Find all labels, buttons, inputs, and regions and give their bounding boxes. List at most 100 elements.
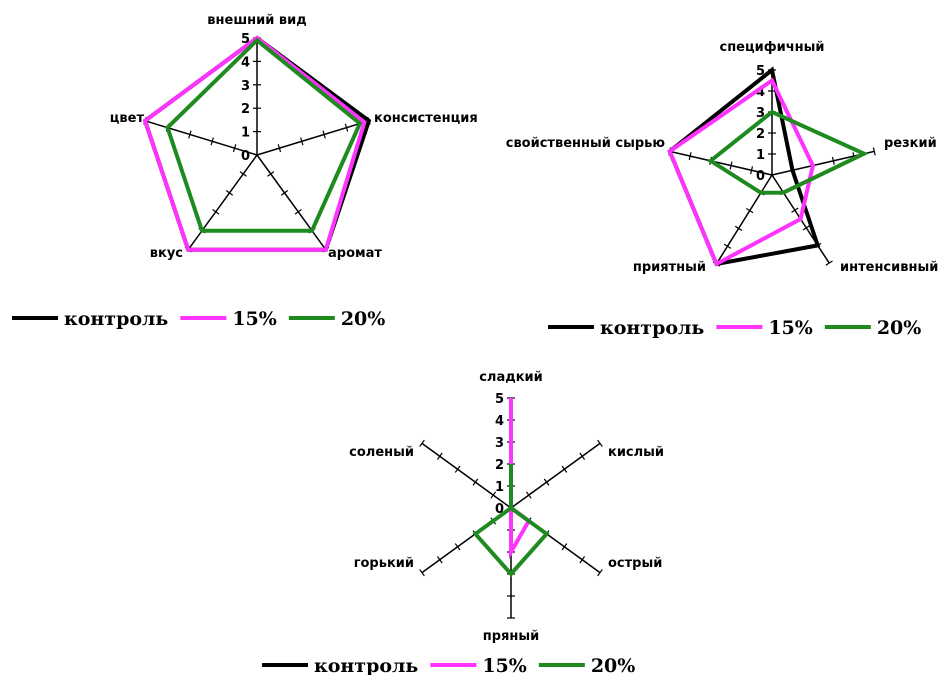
axis-label: аромат xyxy=(328,246,382,261)
axis-tick xyxy=(344,123,349,132)
axis-tick xyxy=(277,144,282,153)
axis-tick xyxy=(802,225,810,231)
legend-label: контроль xyxy=(64,308,168,330)
legend-label: 15% xyxy=(232,308,277,330)
scale-tick-label: 3 xyxy=(495,436,504,451)
axis-tick xyxy=(239,171,247,177)
axis-label: приятный xyxy=(633,260,706,275)
axis-tick xyxy=(436,556,443,564)
axis-tick xyxy=(525,491,532,499)
scale-tick-label: 5 xyxy=(756,64,765,79)
axis-label: резкий xyxy=(884,136,937,151)
axis-tick xyxy=(454,543,461,551)
axis-tick xyxy=(322,130,326,139)
axis-tick xyxy=(419,439,425,447)
axis-tick xyxy=(831,156,835,165)
axis-tick xyxy=(419,569,425,577)
scale-tick-label: 5 xyxy=(495,392,504,407)
axis-tick xyxy=(723,243,732,249)
axis-line xyxy=(256,154,327,251)
series-line-2 xyxy=(142,35,367,252)
axis-line xyxy=(256,120,370,156)
axis-tick xyxy=(872,147,876,156)
scale-tick-label: 1 xyxy=(495,480,504,495)
axis-line xyxy=(715,174,773,265)
radar-chart-2: 0 1 2 3 4 5 специфичный резкий интенсивный приятн… xyxy=(506,40,939,339)
axis-label: внешний вид xyxy=(207,13,306,28)
axis-label: свойственный сырью xyxy=(506,136,666,151)
series-line-2 xyxy=(667,77,816,267)
scale-tick-label: 0 xyxy=(756,169,765,184)
axis-label: интенсивный xyxy=(840,260,938,275)
legend-label: контроль xyxy=(600,317,704,339)
legend-label: 15% xyxy=(768,317,813,339)
axis-label: консистенция xyxy=(374,111,478,126)
axis-label: вкус xyxy=(150,246,183,261)
scale-tick-label: 1 xyxy=(756,148,765,163)
axis-line xyxy=(669,150,773,176)
axis-tick xyxy=(597,439,603,447)
axis-tick xyxy=(212,208,220,215)
legend-label: 15% xyxy=(482,655,527,675)
radar-chart-3: 0 1 2 3 4 5 сладкий кислый острый пряный горький со… xyxy=(262,370,664,675)
scale-tick-label: 1 xyxy=(241,126,250,141)
axis-label: горький xyxy=(354,556,414,571)
legend: контроль 15% 20% xyxy=(12,308,385,330)
scale-tick-label: 4 xyxy=(241,55,250,70)
axis-line xyxy=(144,120,258,156)
legend-label: 20% xyxy=(877,317,922,339)
scale-tick-label: 0 xyxy=(495,502,504,517)
scale-tick-label: 0 xyxy=(241,149,250,164)
axis-tick xyxy=(561,465,568,473)
axis-tick xyxy=(543,478,550,486)
axis-line xyxy=(510,442,601,509)
axis-tick xyxy=(597,569,603,577)
axis-tick xyxy=(579,556,586,564)
axis-tick xyxy=(472,478,479,486)
axis-tick xyxy=(750,166,754,175)
radar-chart-1: 0 1 2 3 4 5 внешний вид консистенция аромат вкус ц… xyxy=(12,13,478,330)
series-line-3 xyxy=(472,464,550,578)
scale-tick-label: 2 xyxy=(241,102,250,117)
axis-label: пряный xyxy=(483,629,539,644)
axis-tick xyxy=(734,225,743,232)
axis-tick xyxy=(454,465,461,473)
axis-tick xyxy=(232,144,237,153)
legend: контроль 15% 20% xyxy=(548,317,921,339)
scale-tick-label: 4 xyxy=(756,85,765,100)
axis-label: соленый xyxy=(349,445,414,460)
axis-line xyxy=(187,154,258,251)
legend-label: 20% xyxy=(591,655,636,675)
axis-label: острый xyxy=(608,556,662,571)
axis-tick xyxy=(280,190,289,196)
scale-tick-label: 4 xyxy=(495,414,504,429)
scale-tick-label: 5 xyxy=(241,32,250,47)
axis-tick xyxy=(490,491,497,499)
axis-tick xyxy=(746,207,754,214)
scale-tick-label: 3 xyxy=(756,106,765,121)
axis-tick xyxy=(688,152,692,161)
axis-tick xyxy=(729,161,733,170)
axis-tick xyxy=(225,190,234,196)
series-line-3 xyxy=(707,109,869,195)
series-line-2 xyxy=(509,398,532,560)
axis-tick xyxy=(300,137,304,146)
axis-tick xyxy=(561,543,568,551)
axis-label: сладкий xyxy=(479,370,543,385)
axis-tick xyxy=(791,207,799,213)
scale-tick-label: 2 xyxy=(756,127,765,142)
axis-tick xyxy=(579,452,586,460)
axis-label: цвет xyxy=(110,111,145,126)
axis-tick xyxy=(188,130,192,139)
axis-tick xyxy=(267,171,275,177)
axis-label: кислый xyxy=(608,445,664,460)
axis-tick xyxy=(825,260,833,266)
axis-tick xyxy=(210,137,214,146)
scale-tick-label: 3 xyxy=(241,79,250,94)
axis-tick xyxy=(436,452,443,460)
axis-tick xyxy=(294,208,302,215)
legend-label: контроль xyxy=(314,655,418,675)
series-line-3 xyxy=(165,37,363,233)
axis-line xyxy=(421,442,512,509)
